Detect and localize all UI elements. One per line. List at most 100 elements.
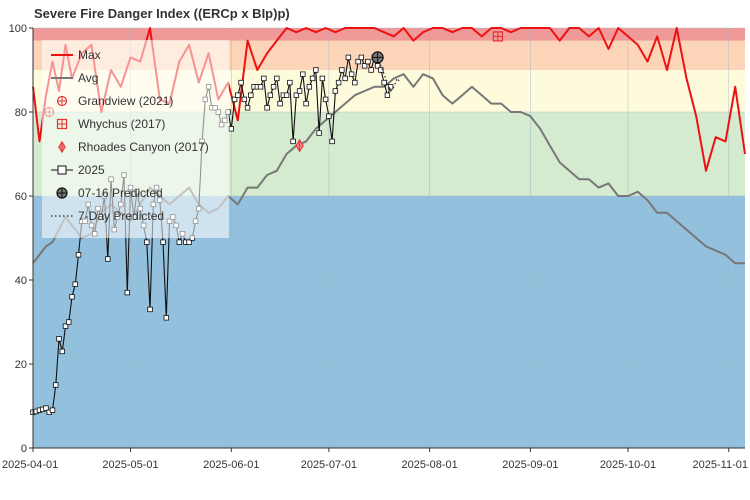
point-2025 [300,71,306,77]
legend-item-2025-label: 2025 [78,163,105,177]
point-2025 [228,126,235,132]
legend-swatch-grandview [56,95,68,107]
point-2025 [384,92,391,98]
point-2025 [267,92,274,98]
point-2025 [381,79,387,86]
legend-item-whychus-2017-label: Whychus (2017) [78,117,165,131]
point-2025 [329,138,335,145]
legend-item-avg[interactable]: Avg [51,71,98,85]
point-2025 [105,256,111,262]
point-2025 [326,113,332,119]
x-tick-label: 2025-06-01 [203,459,259,471]
point-2025 [144,239,150,245]
legend-item-max[interactable]: Max [51,48,101,62]
legend-item-07-16-predicted[interactable]: 07-16 Predicted [56,186,163,200]
point-2025 [290,138,296,145]
legend-item-avg-label: Avg [78,71,98,85]
point-2025 [319,75,326,82]
x-tick-label: 2025-11-01 [693,459,748,471]
y-tick-label: 80 [15,107,27,119]
point-2025 [75,252,82,258]
legend-item-whychus-2017[interactable]: Whychus (2017) [56,117,166,131]
point-2025 [296,88,303,94]
point-2025 [322,96,329,103]
point-2025 [264,105,270,111]
legend-swatch-predicted [56,187,68,199]
y-tick-label: 0 [21,443,27,455]
point-2025 [124,289,130,296]
point-2025 [69,294,75,300]
x-tick-label: 2025-08-01 [401,459,457,471]
legend-swatch-rhoades [58,140,66,154]
point-2025 [49,407,56,413]
point-2025 [244,105,251,111]
point-2025 [274,75,280,82]
point-2025 [72,281,78,287]
point-2025 [62,323,69,329]
point-2025 [53,382,59,388]
point-2025 [186,239,192,245]
legend-item-7-day-predicted[interactable]: 7-Day Predicted [51,209,164,223]
x-tick-label: 2025-04-01 [2,459,58,471]
y-tick-label: 20 [15,359,27,371]
point-2025 [365,58,371,65]
x-tick-label: 2025-09-01 [502,459,558,471]
point-2025 [147,306,153,313]
point-2025 [231,96,238,103]
point-2025 [287,79,293,86]
point-2025 [368,67,374,73]
legend-item-grandview-2021[interactable]: Grandview (2021) [56,94,174,108]
point-2025 [316,130,322,136]
y-tick-label: 40 [15,275,27,287]
point-2025 [306,84,313,90]
legend-item-7-day-predicted-label: 7-Day Predicted [78,209,164,223]
point-2025 [257,84,264,90]
point-2025 [345,54,352,61]
point-2025 [270,84,277,90]
legend-item-2025[interactable]: 2025 [51,163,105,177]
point-2025 [235,92,241,98]
chart-title: Severe Fire Danger Index ((ERCp x BIp)p) [34,6,290,21]
legend-item-grandview-2021-label: Grandview (2021) [78,94,173,108]
legend-item-max-label: Max [78,48,101,62]
point-2025 [309,75,316,82]
point-2025 [238,79,244,86]
point-2025 [248,92,254,98]
marker-07-16-predicted [371,51,384,64]
legend-item-rhoades-canyon-2017-label: Rhoades Canyon (2017) [78,140,209,154]
point-2025 [160,239,166,245]
marker-rhoades-canyon-2017 [295,138,304,153]
point-2025 [261,75,267,82]
point-2025 [342,75,348,82]
point-2025 [277,100,283,107]
legend-item-07-16-predicted-label: 07-16 Predicted [78,186,163,200]
point-2025 [355,58,361,65]
legend[interactable]: Max Avg Grandview (2021) Whychus (2017) Rhoa… [42,40,229,238]
x-tick-label: 2025-07-01 [301,459,357,471]
point-2025 [378,67,384,73]
y-tick-label: 100 [9,23,27,35]
point-2025 [352,79,358,86]
point-2025 [241,96,248,103]
point-2025 [313,67,319,73]
legend-swatch-whychus [56,118,68,130]
point-2025 [387,84,394,90]
point-2025 [339,67,345,73]
point-2025 [66,319,72,325]
point-2025 [358,54,365,61]
marker-whychus-2017 [492,31,504,42]
x-tick-label: 2025-05-01 [102,459,158,471]
point-2025 [303,100,309,107]
legend-item-rhoades-canyon-2017[interactable]: Rhoades Canyon (2017) [58,140,209,154]
danger-bands [33,28,745,448]
seven-day-predicted-line [377,57,401,93]
axes: 0 20 40 60 80 100 2025-04-01 2025-05-01 2025-06-… [2,23,748,471]
point-2025 [56,336,62,342]
point-2025 [176,239,183,245]
x-tick-label: 2025-10-01 [600,459,656,471]
point-2025 [348,71,355,77]
point-2025 [43,405,49,411]
point-2025 [361,63,368,69]
y-tick-label: 60 [15,191,27,203]
point-2025 [163,315,169,321]
